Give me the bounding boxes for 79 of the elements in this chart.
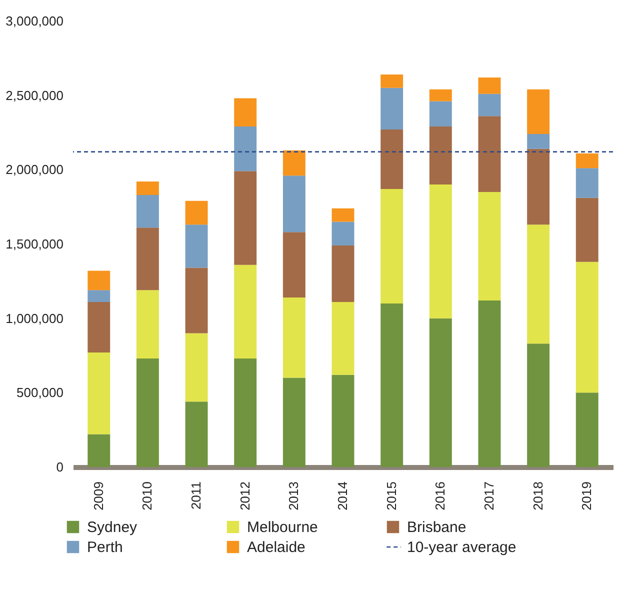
legend-label: Perth: [87, 539, 123, 556]
y-tick-label: 2,000,000: [6, 162, 64, 178]
bar: [527, 344, 550, 467]
bar: [380, 74, 404, 88]
bar: [185, 333, 208, 402]
bar: [88, 270, 110, 290]
bar: [234, 171, 257, 265]
bar: [185, 200, 208, 225]
legend-label: Melbourne: [247, 519, 318, 536]
bar: [234, 358, 257, 467]
bar: [429, 89, 452, 102]
bar: [332, 302, 354, 375]
bar: [527, 89, 550, 134]
legend-label: Adelaide: [247, 539, 306, 556]
bar: [88, 352, 110, 434]
x-tick-label: 2018: [530, 482, 546, 510]
x-tick-label: 2009: [90, 482, 106, 510]
y-tick-label: 3,000,000: [6, 14, 64, 28]
bar: [527, 148, 550, 225]
bar: [332, 222, 354, 246]
bar: [282, 298, 306, 378]
y-tick-label: 1,500,000: [6, 236, 64, 252]
x-tick-label: 2011: [188, 482, 204, 510]
bar: [282, 232, 306, 298]
x-tick-label: 2010: [140, 482, 155, 510]
bar: [429, 101, 452, 127]
bar: [429, 184, 452, 318]
bar: [576, 153, 598, 168]
bar: [527, 134, 550, 149]
bar: [136, 194, 159, 228]
bar: [234, 264, 257, 358]
bar: [332, 374, 354, 467]
legend-label: Sydney: [87, 519, 138, 536]
x-tick-label: 2012: [237, 482, 252, 510]
x-tick-label: 2013: [286, 482, 302, 510]
y-tick-label: 0: [56, 460, 64, 474]
y-tick-label: 500,000: [16, 385, 64, 400]
bar: [234, 98, 257, 127]
bar: [380, 188, 404, 304]
bar: [380, 88, 404, 130]
bar: [527, 224, 550, 344]
bar: [136, 182, 159, 195]
legend-label: Brisbane: [407, 519, 466, 536]
bar: [576, 262, 598, 393]
bar: [282, 176, 306, 232]
bar: [478, 300, 501, 467]
y-tick-label: 1,000,000: [6, 310, 64, 326]
bar: [185, 402, 208, 467]
bar: [282, 150, 306, 176]
x-tick-label: 2019: [579, 482, 594, 510]
bar: [185, 224, 208, 268]
bar: [332, 245, 354, 302]
bar: [332, 208, 354, 222]
bar: [576, 392, 598, 467]
y-tick-label: 2,500,000: [6, 88, 64, 103]
bar: [478, 192, 501, 300]
x-tick-label: 2014: [335, 482, 350, 510]
x-tick-label: 2016: [432, 482, 448, 510]
bar: [136, 358, 159, 467]
bar: [234, 126, 257, 172]
bar: [88, 290, 110, 302]
bar: [478, 77, 501, 94]
x-tick-label: 2015: [384, 482, 399, 510]
bar: [185, 268, 208, 334]
bar: [88, 434, 110, 467]
legend-label: 10-year average: [407, 539, 516, 556]
bar: [429, 126, 452, 185]
bar: [576, 168, 598, 198]
bar: [429, 318, 452, 467]
bar: [380, 130, 404, 189]
bar: [136, 228, 159, 290]
bar: [478, 94, 501, 116]
bar: [88, 302, 110, 353]
x-tick-label: 2017: [481, 482, 496, 510]
bar: [478, 116, 501, 192]
bar: [136, 290, 159, 358]
bar: [380, 303, 404, 467]
bar: [576, 198, 598, 262]
bar: [282, 378, 306, 467]
